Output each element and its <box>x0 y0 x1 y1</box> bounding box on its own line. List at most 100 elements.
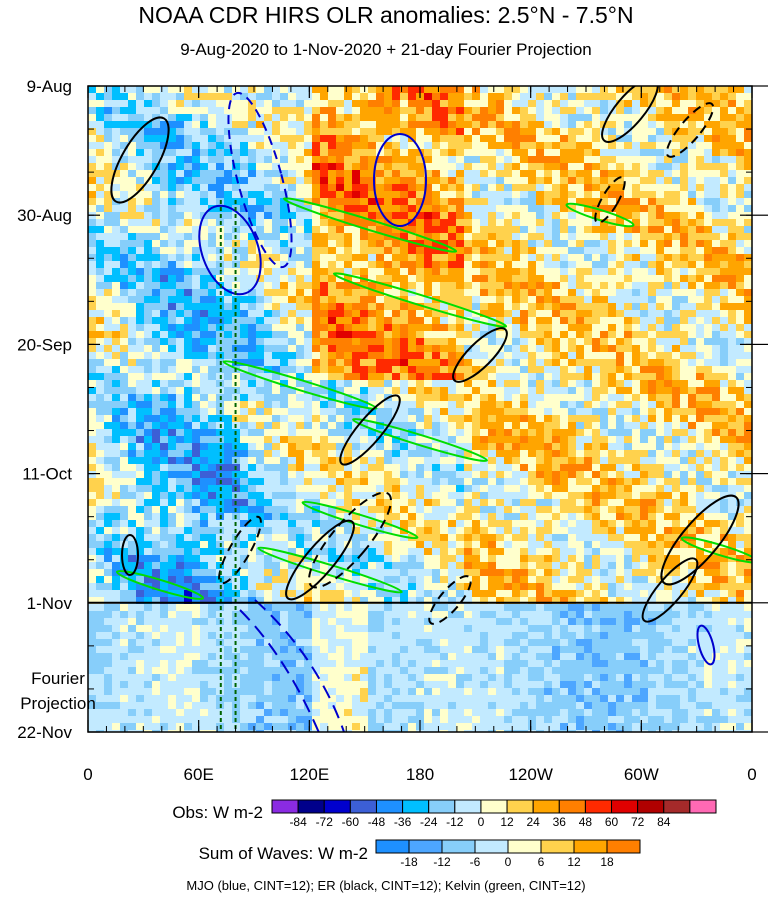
field-cell <box>408 198 417 206</box>
field-cell <box>248 310 257 318</box>
field-cell <box>200 359 209 367</box>
field-cell <box>384 415 393 423</box>
field-cell <box>192 205 201 213</box>
field-cell <box>504 485 513 493</box>
field-cell <box>704 317 713 325</box>
field-cell <box>728 219 737 227</box>
field-cell <box>336 142 345 150</box>
field-cell <box>720 191 729 199</box>
field-cell <box>656 485 665 493</box>
field-cell <box>544 415 553 423</box>
field-cell <box>704 275 713 283</box>
field-cell <box>120 422 129 430</box>
field-cell <box>736 464 745 472</box>
field-cell <box>704 380 713 388</box>
field-cell <box>344 457 353 465</box>
field-cell <box>280 338 289 346</box>
field-cell <box>312 366 321 374</box>
field-cell <box>520 492 529 500</box>
field-cell <box>528 212 537 220</box>
field-cell <box>720 394 729 402</box>
field-cell <box>432 107 441 115</box>
field-cell <box>200 478 209 486</box>
field-cell <box>352 86 361 94</box>
field-cell <box>216 114 225 122</box>
field-cell <box>472 149 481 157</box>
field-cell <box>448 317 457 325</box>
field-cell <box>248 422 257 430</box>
field-cell <box>400 373 409 381</box>
field-cell <box>640 275 649 283</box>
field-cell <box>728 275 737 283</box>
field-cell <box>296 170 305 178</box>
field-cell <box>552 373 561 381</box>
field-cell <box>200 289 209 297</box>
field-cell <box>512 282 521 290</box>
field-cell <box>448 86 457 94</box>
field-cell <box>712 233 721 241</box>
field-cell <box>296 345 305 353</box>
field-cell <box>408 450 417 458</box>
field-cell <box>744 338 752 346</box>
field-cell <box>456 163 465 171</box>
field-cell <box>176 394 185 402</box>
field-cell <box>496 331 505 339</box>
field-cell <box>208 338 217 346</box>
field-cell <box>184 450 193 458</box>
field-cell <box>88 184 97 192</box>
field-cell <box>352 205 361 213</box>
field-cell <box>88 240 97 248</box>
field-cell <box>136 506 145 514</box>
field-cell <box>624 191 633 199</box>
field-cell <box>544 163 553 171</box>
field-cell <box>552 394 561 402</box>
field-cell <box>304 121 313 129</box>
field-cell <box>424 387 433 395</box>
field-cell <box>232 156 241 164</box>
field-cell <box>440 324 449 332</box>
field-cell <box>168 478 177 486</box>
field-cell <box>696 170 705 178</box>
field-cell <box>416 485 425 493</box>
field-cell <box>320 233 329 241</box>
field-cell <box>720 219 729 227</box>
field-cell <box>736 387 745 395</box>
field-cell <box>272 331 281 339</box>
field-cell <box>184 457 193 465</box>
field-cell <box>160 485 169 493</box>
field-cell <box>664 226 673 234</box>
field-cell <box>256 135 265 143</box>
field-cell <box>128 219 137 227</box>
field-cell <box>328 177 337 185</box>
field-cell <box>160 296 169 304</box>
field-cell <box>328 310 337 318</box>
field-cell <box>712 114 721 122</box>
field-cell <box>712 401 721 409</box>
field-cell <box>600 219 609 227</box>
field-cell <box>688 429 697 437</box>
field-cell <box>344 177 353 185</box>
field-cell <box>672 268 681 276</box>
field-cell <box>184 282 193 290</box>
field-cell <box>704 464 713 472</box>
field-cell <box>552 289 561 297</box>
field-cell <box>488 282 497 290</box>
field-cell <box>240 331 249 339</box>
field-cell <box>528 380 537 388</box>
field-cell <box>608 422 617 430</box>
field-cell <box>408 170 417 178</box>
field-cell <box>488 429 497 437</box>
field-cell <box>224 156 233 164</box>
field-cell <box>728 373 737 381</box>
field-cell <box>120 317 129 325</box>
field-cell <box>456 233 465 241</box>
field-cell <box>272 324 281 332</box>
field-cell <box>312 247 321 255</box>
field-cell <box>184 268 193 276</box>
field-cell <box>424 86 433 94</box>
field-cell <box>392 212 401 220</box>
field-cell <box>288 408 297 416</box>
field-cell <box>384 485 393 493</box>
field-cell <box>200 380 209 388</box>
field-cell <box>592 422 601 430</box>
